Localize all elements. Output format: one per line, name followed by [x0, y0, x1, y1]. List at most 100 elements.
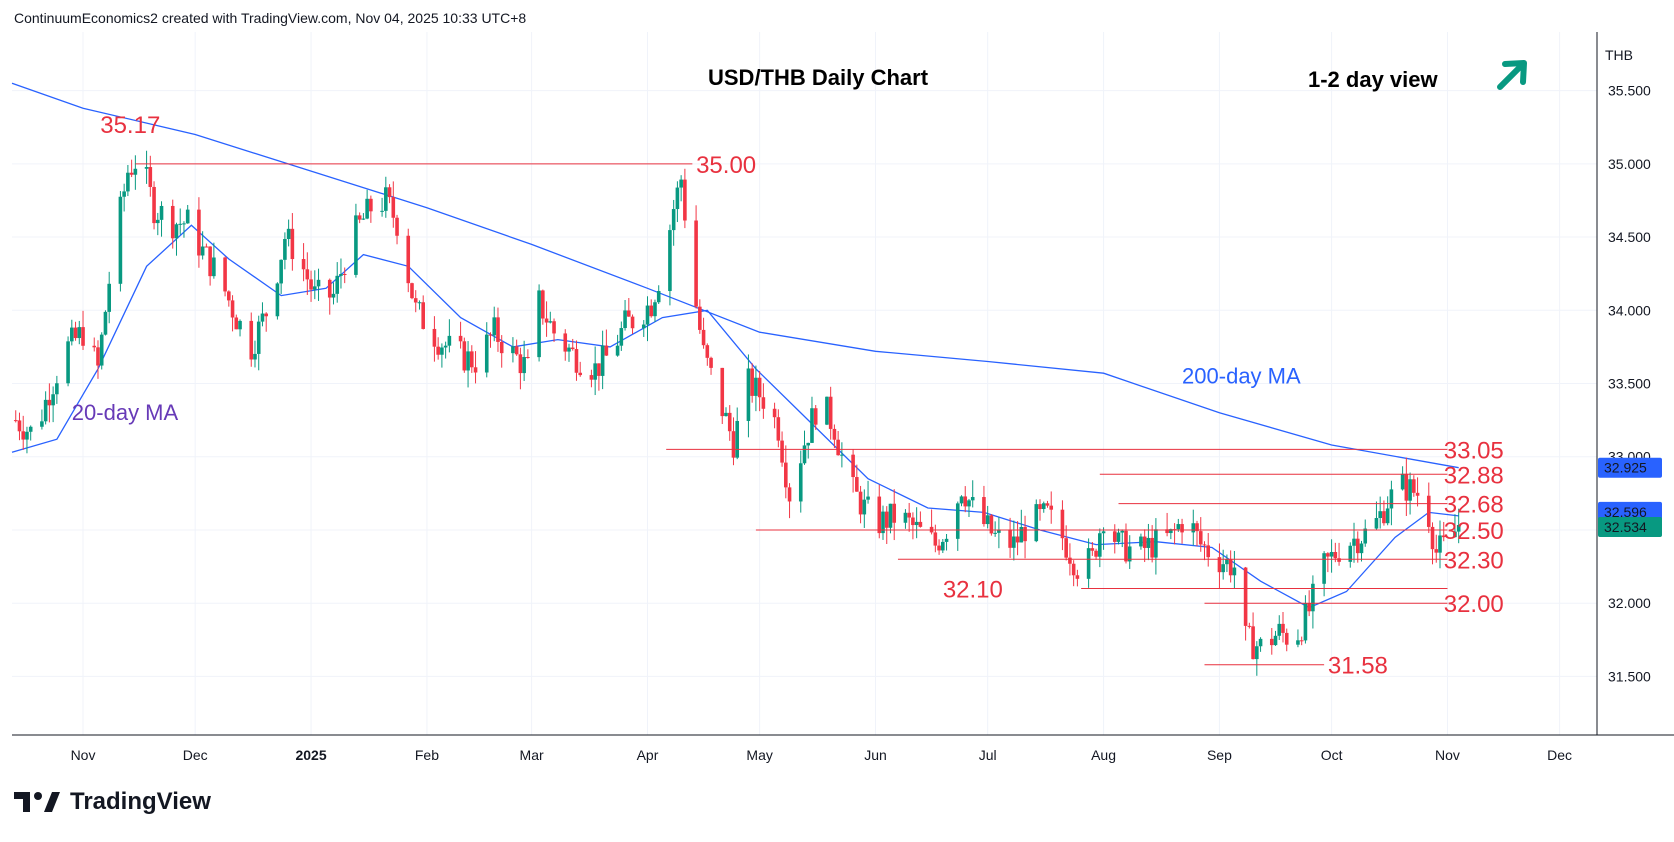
candle-body — [361, 218, 366, 220]
x-tick-label: Nov — [1435, 747, 1460, 763]
candle-body — [107, 283, 111, 312]
candle-body — [1426, 495, 1431, 527]
candle-body — [1400, 473, 1405, 490]
grid — [12, 32, 1597, 735]
candle-body — [238, 320, 242, 330]
view-label: 1-2 day view — [1308, 67, 1439, 92]
x-tick-label: Mar — [520, 747, 544, 763]
x-tick-label: Oct — [1321, 747, 1343, 763]
candle-body — [312, 286, 317, 290]
candle-body — [1453, 531, 1457, 538]
y-tick-label: 31.500 — [1608, 668, 1651, 684]
candle-body — [339, 273, 343, 276]
candle-body — [526, 357, 530, 359]
candle-body — [593, 363, 597, 380]
candle-body — [701, 329, 706, 346]
ma20-label: 20-day MA — [72, 400, 179, 425]
candle-body — [537, 290, 541, 358]
y-tick-label: 32.000 — [1608, 595, 1651, 611]
candle-body — [989, 515, 994, 534]
candle-body — [518, 354, 523, 374]
candle-body — [1385, 508, 1390, 524]
candle-body — [746, 368, 751, 421]
candle-body — [469, 351, 474, 368]
candle-body — [436, 346, 440, 355]
candle-body — [1359, 543, 1364, 554]
x-tick-label: May — [746, 747, 772, 763]
candle-body — [1150, 537, 1154, 558]
candle-body — [967, 500, 971, 507]
candle-body — [1165, 529, 1169, 534]
candle-body — [881, 511, 885, 534]
candle-body — [1015, 536, 1020, 543]
candle-body — [828, 396, 833, 429]
price-tag — [1598, 501, 1662, 522]
candle-body — [784, 462, 788, 488]
candle-body — [888, 503, 893, 528]
candle-body — [866, 496, 870, 500]
chart-attribution: ContinuumEconomics2 created with Trading… — [14, 10, 527, 26]
candle-body — [683, 179, 687, 221]
candle-body — [548, 321, 553, 323]
candle-body — [1348, 545, 1353, 562]
brand-name: TradingView — [70, 788, 211, 815]
tradingview-logo-icon — [14, 792, 60, 812]
candle-body — [806, 442, 811, 446]
candle-body — [892, 503, 897, 523]
price-tag — [1598, 516, 1662, 537]
candle-body — [342, 273, 347, 275]
candle-body — [185, 209, 190, 224]
candle-body — [253, 353, 257, 360]
x-tick-label: Dec — [183, 747, 208, 763]
candle-body — [260, 313, 265, 322]
candle-body — [1311, 583, 1315, 612]
candle-body — [563, 333, 568, 352]
candle-body — [1277, 623, 1282, 636]
price-tag-label: 32.534 — [1604, 519, 1647, 535]
candle-body — [25, 431, 29, 440]
candle-body — [279, 259, 283, 284]
candle-body — [1045, 503, 1050, 506]
candle-body — [1408, 479, 1412, 501]
chart-title: USD/THB Daily Chart — [708, 65, 929, 90]
candle-body — [387, 187, 392, 198]
candle-body — [645, 305, 650, 325]
candle-body — [679, 179, 683, 188]
candle-body — [73, 327, 78, 339]
candle-body — [1382, 511, 1386, 524]
candle-body — [301, 259, 306, 270]
candle-body — [1228, 558, 1233, 576]
candle-body — [1019, 526, 1024, 543]
candle-body — [103, 311, 108, 335]
candle-body — [1198, 531, 1203, 545]
candle-body — [903, 512, 908, 523]
candle-body — [99, 334, 104, 366]
candle-body — [443, 345, 448, 348]
candle-body — [1023, 526, 1027, 542]
candle-body — [997, 529, 1001, 533]
candle-body — [1438, 535, 1442, 553]
candle-body — [1041, 503, 1046, 510]
candle-body — [1412, 479, 1416, 493]
candle-body — [197, 209, 201, 256]
candle-body — [331, 293, 336, 298]
candle-body — [1333, 551, 1338, 559]
candle-body — [511, 346, 515, 354]
candle-body — [1094, 550, 1098, 557]
level-label: 32.68 — [1444, 492, 1504, 519]
candle-body — [574, 349, 579, 373]
candle-body — [227, 291, 231, 301]
candle-body — [1251, 626, 1255, 660]
candle-body — [70, 327, 74, 342]
candle-body — [914, 521, 919, 526]
candle-body — [522, 357, 526, 374]
x-tick-label: Dec — [1547, 747, 1572, 763]
candle-body — [671, 209, 676, 231]
candle-body — [1098, 533, 1102, 557]
price-axis: 35.50035.00034.50034.00033.50033.00032.5… — [1608, 83, 1651, 685]
candle-body — [641, 324, 646, 329]
candle-body — [675, 187, 680, 210]
candle-body — [959, 496, 964, 504]
candle-body — [40, 421, 44, 427]
